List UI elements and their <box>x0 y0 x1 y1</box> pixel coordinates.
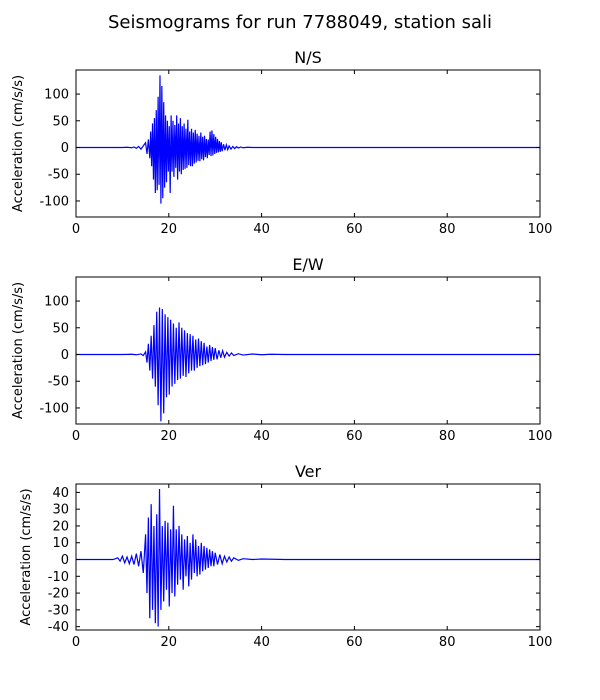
figure-title: Seismograms for run 7788049, station sal… <box>108 12 492 33</box>
series-line <box>76 307 540 422</box>
x-tick-label: 40 <box>253 429 270 444</box>
y-tick-label: 100 <box>44 88 69 103</box>
y-tick-label: 50 <box>52 114 69 129</box>
y-tick-label: -100 <box>39 401 69 416</box>
x-tick-label: 60 <box>346 635 363 650</box>
axes-frame <box>75 276 541 425</box>
y-tick-label: -100 <box>39 194 69 209</box>
y-tick-label: 50 <box>52 321 69 336</box>
x-tick-label: 40 <box>253 222 270 237</box>
y-tick-label: 0 <box>61 553 69 568</box>
x-tick-label: 100 <box>528 222 553 237</box>
x-tick-label: 60 <box>346 429 363 444</box>
y-tick-label: 0 <box>61 141 69 156</box>
y-tick-label: 100 <box>44 295 69 310</box>
y-tick-label: -50 <box>48 375 69 390</box>
x-tick-label: 0 <box>72 429 80 444</box>
x-tick-label: 0 <box>72 635 80 650</box>
x-tick-label: 40 <box>253 635 270 650</box>
x-tick-label: 80 <box>439 222 456 237</box>
x-tick-label: 0 <box>72 222 80 237</box>
y-tick-label: -10 <box>48 570 69 585</box>
panel-title: Ver <box>295 462 322 481</box>
y-tick-label: -50 <box>48 168 69 183</box>
x-tick-label: 60 <box>346 222 363 237</box>
y-axis-label: Acceleration (cm/s/s) <box>19 488 34 625</box>
y-tick-label: 30 <box>52 503 69 518</box>
panel-title: E/W <box>292 255 324 274</box>
axes-frame <box>75 69 541 218</box>
y-tick-label: 20 <box>52 519 69 534</box>
x-tick-label: 20 <box>161 222 178 237</box>
y-tick-label: -20 <box>48 587 69 602</box>
panel-1: E/W 0 20 40 60 80 100 -100 -50 0 50 100 Acceleration… <box>11 255 552 444</box>
x-tick-label: 20 <box>161 635 178 650</box>
panel-title: N/S <box>294 48 322 67</box>
panel-0: N/S 0 20 40 60 80 100 -100 -50 0 50 100 Acceleration… <box>11 48 552 237</box>
y-tick-label: -40 <box>48 620 69 635</box>
y-tick-label: 0 <box>61 348 69 363</box>
series-line <box>76 489 540 627</box>
y-tick-label: -30 <box>48 603 69 618</box>
y-tick-label: 40 <box>52 486 69 501</box>
y-axis-label: Acceleration (cm/s/s) <box>11 75 26 212</box>
x-tick-label: 80 <box>439 635 456 650</box>
axes-frame <box>75 483 541 631</box>
series-line <box>76 75 540 204</box>
y-tick-label: 10 <box>52 536 69 551</box>
x-tick-label: 100 <box>528 635 553 650</box>
y-axis-label: Acceleration (cm/s/s) <box>11 282 26 419</box>
x-tick-label: 100 <box>528 429 553 444</box>
x-tick-label: 80 <box>439 429 456 444</box>
x-tick-label: 20 <box>161 429 178 444</box>
